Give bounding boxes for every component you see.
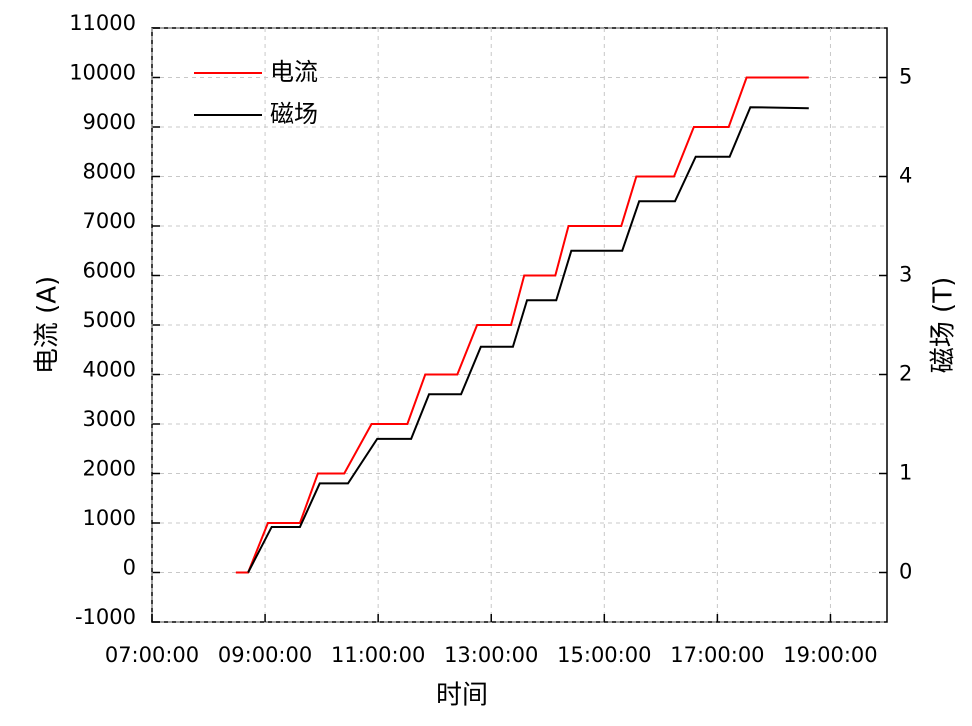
y-tick-label: 5000: [83, 308, 136, 332]
y2-tick-label: 2: [899, 362, 912, 386]
x-tick-label: 13:00:00: [444, 643, 538, 667]
y2-axis-title: 磁场 (T): [929, 277, 959, 373]
y-tick-label: 10000: [69, 61, 136, 85]
y-tick-label: 0: [123, 556, 136, 580]
y-tick-label: -1000: [75, 605, 136, 629]
x-tick-label: 19:00:00: [783, 643, 877, 667]
y-tick-label: 4000: [83, 358, 136, 382]
y-tick-label: 11000: [69, 11, 136, 35]
data-line: [247, 106, 809, 573]
legend-label: 电流: [270, 58, 318, 86]
y-tick-label: 3000: [83, 407, 136, 431]
y-axis-title: 电流 (A): [33, 276, 63, 374]
y2-tick-label: 5: [899, 65, 912, 89]
x-axis-title: 时间: [436, 681, 488, 711]
y-tick-label: 7000: [83, 209, 136, 233]
y-tick-label: 2000: [83, 457, 136, 481]
y2-tick-label: 0: [899, 560, 912, 584]
x-tick-label: 09:00:00: [218, 643, 312, 667]
y-tick-label: 8000: [83, 160, 136, 184]
y-tick-label: 9000: [83, 110, 136, 134]
y2-tick-label: 3: [899, 263, 912, 287]
x-tick-label: 17:00:00: [670, 643, 764, 667]
y-tick-label: 6000: [83, 259, 136, 283]
y2-tick-label: 1: [899, 461, 912, 485]
y2-tick-label: 4: [899, 164, 912, 188]
data-line: [235, 76, 809, 574]
legend-label: 磁场: [270, 100, 318, 128]
x-tick-label: 15:00:00: [557, 643, 651, 667]
x-tick-label: 11:00:00: [331, 643, 425, 667]
y-tick-label: 1000: [83, 506, 136, 530]
x-tick-label: 07:00:00: [105, 643, 199, 667]
